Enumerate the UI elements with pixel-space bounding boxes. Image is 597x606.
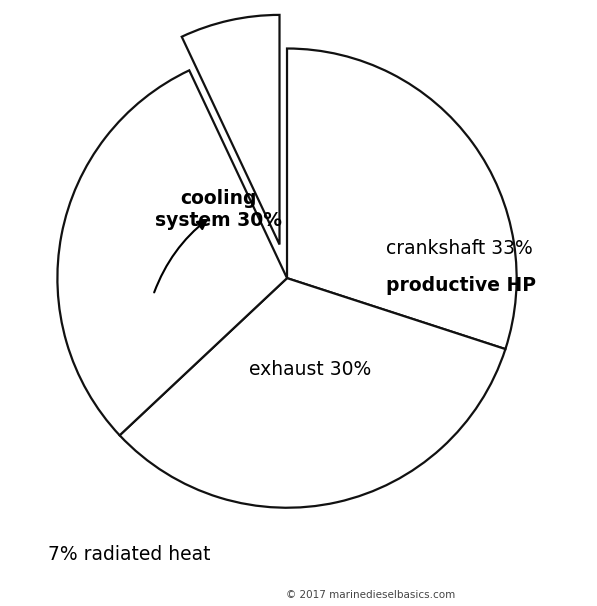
Text: © 2017 marinedieselbasics.com: © 2017 marinedieselbasics.com bbox=[285, 590, 455, 600]
Text: cooling
system 30%: cooling system 30% bbox=[155, 188, 282, 230]
Text: exhaust 30%: exhaust 30% bbox=[249, 361, 371, 379]
Wedge shape bbox=[181, 15, 279, 244]
Wedge shape bbox=[119, 278, 506, 508]
Text: productive HP: productive HP bbox=[386, 276, 536, 295]
Wedge shape bbox=[57, 70, 287, 435]
Wedge shape bbox=[287, 48, 516, 349]
Text: 7% radiated heat: 7% radiated heat bbox=[48, 545, 210, 564]
Text: crankshaft 33%: crankshaft 33% bbox=[386, 239, 533, 258]
